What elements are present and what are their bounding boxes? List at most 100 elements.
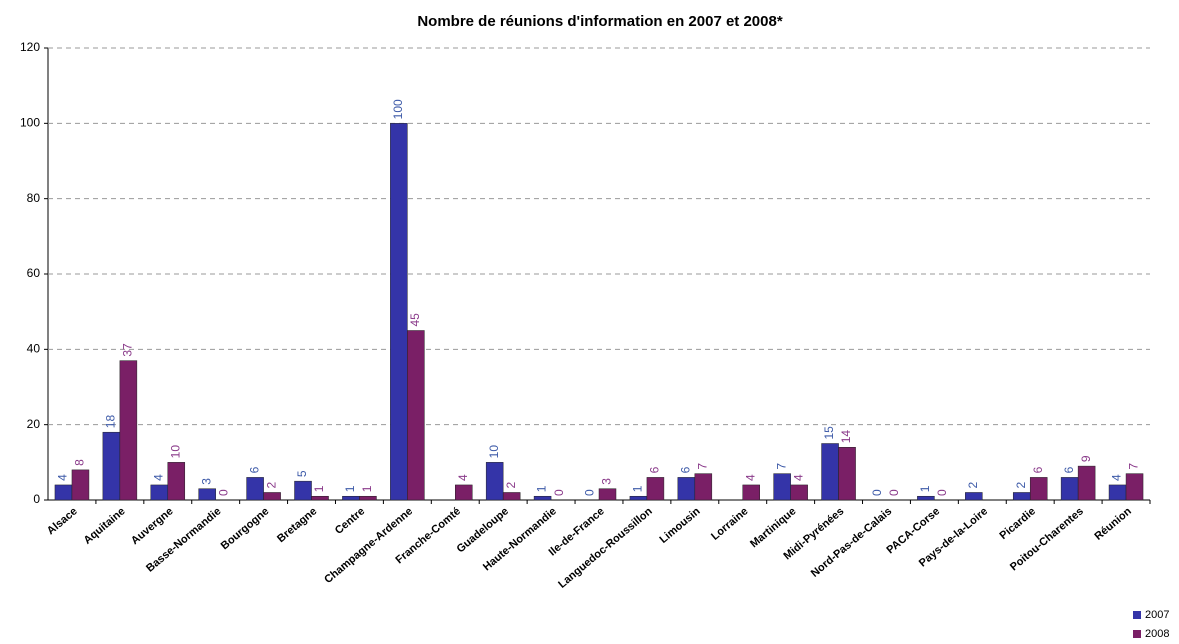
bar <box>294 480 312 501</box>
bar <box>167 462 186 501</box>
value-label: 5 <box>295 470 309 477</box>
value-label: 4 <box>743 474 757 481</box>
value-label: 4 <box>1110 474 1124 481</box>
value-label: 0 <box>216 489 230 496</box>
bar <box>917 495 935 501</box>
value-label: 1 <box>312 485 326 492</box>
value-label: 45 <box>408 313 422 327</box>
bar <box>1108 484 1127 501</box>
bar <box>790 484 808 501</box>
value-label: 100 <box>391 99 405 119</box>
x-tick-label: Nord-Pas-de-Calais <box>809 505 894 579</box>
bar <box>263 492 281 501</box>
x-tick-label: Alsace <box>45 505 80 537</box>
value-label: 1 <box>535 485 549 492</box>
value-label: 4 <box>456 474 470 481</box>
value-label: 15 <box>822 426 836 440</box>
y-tick-label: 100 <box>20 116 40 130</box>
x-tick-label: Lorraine <box>709 505 750 542</box>
value-label: 7 <box>774 463 788 470</box>
value-label: 1 <box>631 485 645 492</box>
bar <box>359 495 377 501</box>
value-label: 7 <box>695 463 709 470</box>
value-label: 0 <box>935 489 949 496</box>
value-label: 0 <box>887 489 901 496</box>
x-tick-label: Réunion <box>1092 505 1134 543</box>
value-label: 0 <box>583 489 597 496</box>
bar <box>694 473 713 501</box>
value-label: 14 <box>839 430 853 444</box>
value-label: 7 <box>1127 463 1141 470</box>
value-label: 2 <box>504 481 518 488</box>
y-tick-label: 80 <box>27 191 41 205</box>
bar <box>502 492 521 501</box>
value-label: 6 <box>678 466 692 473</box>
bar <box>677 477 696 501</box>
value-label: 18 <box>104 415 118 429</box>
bar <box>119 360 138 501</box>
x-tick-label: Martinique <box>748 505 798 550</box>
bar <box>390 123 408 501</box>
bar <box>965 492 983 501</box>
x-tick-label: Aquitaine <box>82 505 128 546</box>
legend-label: 2007 <box>1145 609 1169 621</box>
value-label: 6 <box>648 466 662 473</box>
value-label: 6 <box>1031 466 1045 473</box>
value-label: 10 <box>168 445 182 459</box>
bar <box>773 473 791 501</box>
y-tick-label: 40 <box>27 342 41 356</box>
value-label: 1 <box>360 485 374 492</box>
value-label: 2 <box>264 481 278 488</box>
value-label: 8 <box>73 459 87 466</box>
legend-swatch <box>1133 611 1141 619</box>
bar <box>742 484 760 501</box>
value-label: 6 <box>247 466 261 473</box>
bar <box>485 462 504 501</box>
x-tick-label: Limousin <box>657 505 702 546</box>
x-tick-label: Centre <box>333 505 367 537</box>
y-tick-label: 120 <box>20 40 40 54</box>
value-label: 6 <box>1062 466 1076 473</box>
bar <box>455 484 473 501</box>
bar <box>1060 477 1079 501</box>
value-label: 1 <box>343 485 357 492</box>
bar <box>629 495 648 501</box>
value-label: 3 <box>199 478 213 485</box>
bar <box>102 431 121 501</box>
bar <box>838 447 856 501</box>
x-tick-label: Picardie <box>998 505 1039 542</box>
bar <box>1125 473 1144 501</box>
legend-label: 2008 <box>1145 628 1169 640</box>
bar <box>71 469 90 501</box>
bar <box>311 495 329 501</box>
value-label: 37 <box>121 343 135 357</box>
x-tick-label: Auvergne <box>129 505 176 547</box>
bar <box>342 495 360 501</box>
value-label: 9 <box>1079 455 1093 462</box>
value-label: 0 <box>552 489 566 496</box>
legend-swatch <box>1133 630 1141 638</box>
bar <box>1029 477 1048 501</box>
bar <box>1012 492 1031 501</box>
x-tick-label: Languedoc-Roussillon <box>556 505 655 591</box>
value-label: 1 <box>918 485 932 492</box>
x-tick-label: Bourgogne <box>219 505 272 552</box>
bar <box>407 330 425 501</box>
value-label: 3 <box>600 478 614 485</box>
x-tick-label: Champagne-Ardenne <box>322 505 415 586</box>
y-tick-label: 60 <box>27 266 41 280</box>
bar <box>54 484 73 501</box>
bar <box>533 495 552 501</box>
bar <box>246 477 264 501</box>
y-tick-label: 20 <box>27 417 41 431</box>
value-label: 4 <box>791 474 805 481</box>
value-label: 2 <box>1014 481 1028 488</box>
bar <box>150 484 169 501</box>
y-tick-label: 0 <box>33 492 40 506</box>
bar <box>646 477 665 501</box>
bar <box>1077 465 1096 501</box>
x-tick-label: Bretagne <box>275 505 319 545</box>
value-label: 4 <box>56 474 70 481</box>
value-label: 4 <box>151 474 165 481</box>
